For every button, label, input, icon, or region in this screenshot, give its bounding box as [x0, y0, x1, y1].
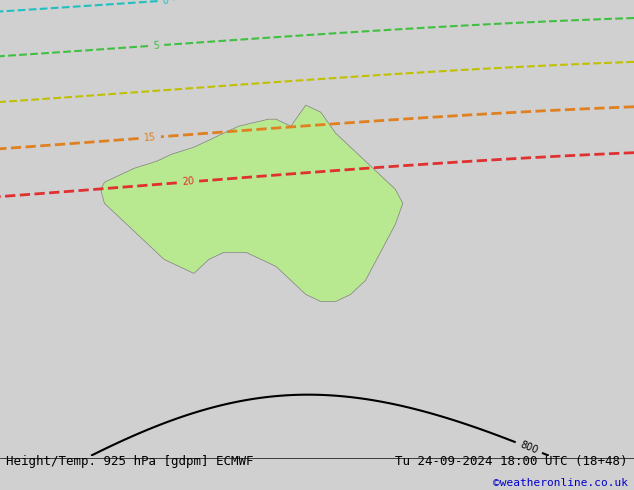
Text: 800: 800	[519, 440, 540, 456]
Text: ©weatheronline.co.uk: ©weatheronline.co.uk	[493, 478, 628, 488]
Text: 0: 0	[162, 0, 169, 6]
Text: 15: 15	[143, 132, 157, 143]
Text: Tu 24-09-2024 18:00 UTC (18+48): Tu 24-09-2024 18:00 UTC (18+48)	[395, 455, 628, 468]
Text: Height/Temp. 925 hPa [gdpm] ECMWF: Height/Temp. 925 hPa [gdpm] ECMWF	[6, 455, 254, 468]
Text: 20: 20	[181, 176, 195, 188]
Text: 5: 5	[153, 40, 160, 50]
Polygon shape	[101, 105, 403, 301]
